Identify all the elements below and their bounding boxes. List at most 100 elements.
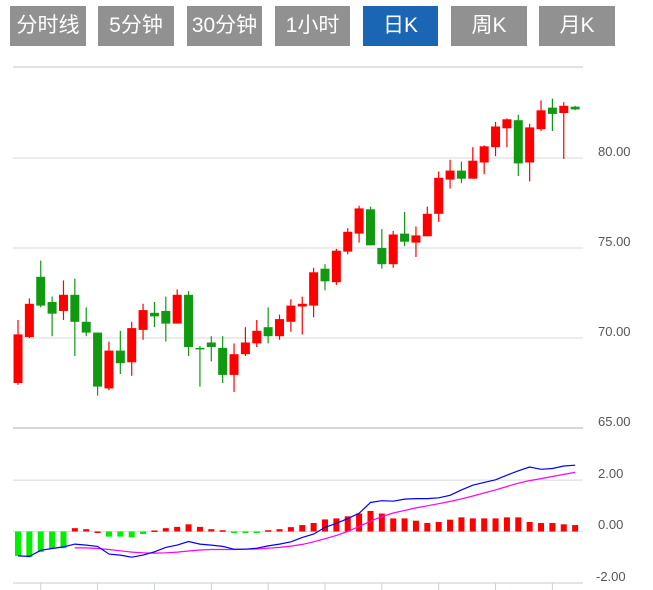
candle-body bbox=[468, 160, 478, 179]
candle-body bbox=[354, 208, 364, 234]
candle-body bbox=[70, 294, 80, 322]
tab-5min[interactable]: 5分钟 bbox=[98, 6, 174, 46]
candle-body bbox=[434, 177, 444, 214]
candle-body bbox=[275, 319, 285, 337]
macd-bar bbox=[242, 531, 249, 533]
candle-body bbox=[81, 321, 91, 333]
candlestick-series bbox=[13, 98, 580, 396]
macd-bar bbox=[378, 513, 385, 532]
candle-body bbox=[58, 294, 68, 311]
candle-body bbox=[115, 350, 125, 364]
macd-bar bbox=[333, 518, 340, 532]
macd-bar bbox=[60, 531, 67, 549]
dif-line bbox=[17, 464, 576, 558]
candle-body bbox=[559, 105, 569, 113]
tab-30min[interactable]: 30分钟 bbox=[187, 6, 262, 46]
macd-bar bbox=[26, 531, 33, 558]
macd-bar bbox=[458, 517, 465, 532]
macd-bar bbox=[412, 520, 419, 532]
macd-bar bbox=[310, 523, 317, 532]
candle-body bbox=[47, 302, 57, 314]
macd-tick-label: 0.00 bbox=[598, 517, 623, 532]
candle-body bbox=[525, 127, 535, 163]
candle-body bbox=[411, 235, 421, 243]
candle-body bbox=[445, 170, 455, 180]
macd-histogram bbox=[15, 510, 579, 558]
macd-bar bbox=[49, 531, 56, 549]
candle-body bbox=[286, 305, 296, 322]
candle-body bbox=[206, 342, 216, 347]
macd-bar bbox=[299, 525, 306, 532]
macd-bar bbox=[174, 526, 181, 532]
macd-bar bbox=[151, 530, 158, 532]
candle-body bbox=[331, 250, 341, 283]
candle-body bbox=[479, 146, 489, 163]
axis-labels: 80.00 75.00 70.00 65.00 2.00 0.00 -2.00 bbox=[596, 144, 631, 584]
tab-weekly-k[interactable]: 周K bbox=[451, 6, 527, 46]
macd-bar bbox=[424, 523, 431, 532]
macd-bar bbox=[447, 519, 454, 532]
candle-body bbox=[138, 310, 148, 330]
price-tick-label: 70.00 bbox=[598, 324, 631, 339]
candle-body bbox=[172, 294, 182, 324]
candle-body bbox=[377, 248, 387, 265]
tab-monthly-k[interactable]: 月K bbox=[539, 6, 615, 46]
macd-bar bbox=[435, 521, 442, 532]
macd-bar bbox=[321, 519, 328, 532]
macd-bar bbox=[481, 518, 488, 532]
candle-body bbox=[93, 332, 103, 387]
macd-bar bbox=[549, 523, 556, 532]
macd-bar bbox=[492, 518, 499, 532]
macd-bar bbox=[253, 531, 260, 533]
macd-bar bbox=[538, 523, 545, 532]
macd-bar bbox=[15, 531, 21, 556]
candle-body bbox=[456, 170, 466, 179]
price-tick-label: 75.00 bbox=[598, 234, 631, 249]
tab-1hour[interactable]: 1小时 bbox=[275, 6, 350, 46]
macd-bar bbox=[117, 531, 124, 537]
macd-bar bbox=[208, 529, 215, 532]
macd-bar bbox=[83, 529, 90, 532]
tab-time-sharing[interactable]: 分时线 bbox=[10, 6, 86, 46]
macd-bar bbox=[469, 518, 476, 532]
price-tick-label: 80.00 bbox=[598, 144, 631, 159]
macd-bar bbox=[185, 524, 192, 532]
candle-body bbox=[513, 120, 523, 164]
dea-line bbox=[74, 471, 576, 554]
candle-body bbox=[309, 272, 319, 306]
macd-bar bbox=[162, 528, 169, 532]
candle-body bbox=[491, 126, 501, 148]
candle-body bbox=[218, 347, 228, 375]
macd-bar bbox=[503, 517, 510, 532]
candle-body bbox=[229, 354, 239, 375]
macd-bar bbox=[526, 521, 533, 532]
candle-body bbox=[36, 276, 46, 306]
candle-body bbox=[388, 234, 398, 265]
candle-body bbox=[161, 311, 171, 324]
candle-body bbox=[13, 334, 23, 383]
macd-bar bbox=[231, 531, 238, 533]
candle-body bbox=[263, 327, 273, 337]
macd-bar bbox=[196, 526, 203, 532]
candle-body bbox=[127, 328, 137, 363]
candle-body bbox=[240, 342, 250, 355]
macd-bar bbox=[560, 524, 567, 532]
candle-body bbox=[343, 231, 353, 252]
tab-daily-k[interactable]: 日K bbox=[363, 6, 438, 46]
macd-bar bbox=[390, 518, 397, 532]
macd-bar bbox=[94, 531, 101, 533]
macd-bar bbox=[572, 525, 579, 532]
candle-body bbox=[422, 213, 432, 237]
candle-body bbox=[570, 106, 580, 110]
candle-body bbox=[195, 347, 205, 350]
candle-body bbox=[297, 303, 307, 307]
macd-bar bbox=[401, 518, 408, 532]
macd-bar bbox=[276, 529, 283, 532]
macd-bar bbox=[287, 527, 294, 532]
macd-bar bbox=[265, 530, 272, 532]
macd-bar bbox=[219, 530, 226, 532]
macd-bar bbox=[105, 531, 112, 537]
macd-lines bbox=[17, 464, 576, 558]
macd-bar bbox=[140, 531, 147, 535]
